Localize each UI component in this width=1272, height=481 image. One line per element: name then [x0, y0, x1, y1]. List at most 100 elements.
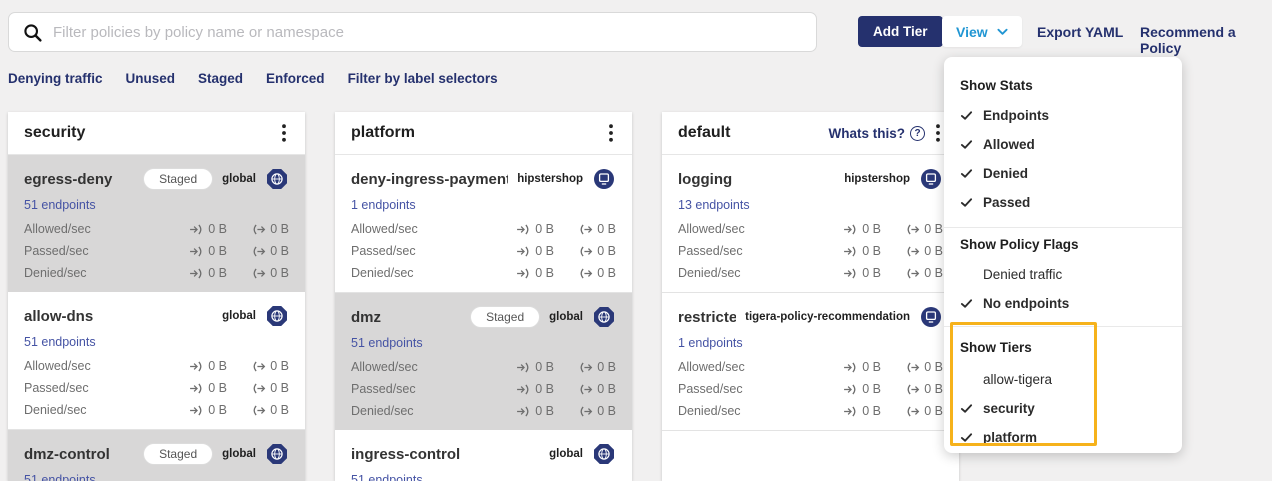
stat-label: Passed/sec [24, 244, 89, 258]
policy-search-bar [8, 12, 817, 52]
tier-title: default [678, 124, 731, 141]
egress-stat-value: 0 B [924, 266, 943, 280]
endpoints-link[interactable]: 51 endpoints [24, 335, 96, 349]
stat-row: Passed/sec 0 B 0 B [351, 382, 616, 396]
policy-card[interactable]: restricted tigera-policy-recommendation [662, 293, 959, 431]
view-menu-item[interactable]: Denied traffic [960, 260, 1166, 289]
view-button[interactable]: View [942, 16, 1022, 47]
view-menu-item[interactable]: platform [960, 423, 1166, 452]
view-menu-item-label: platform [983, 430, 1037, 445]
tier-header: security ? [8, 112, 305, 155]
view-menu-item[interactable]: Allowed [960, 130, 1166, 159]
endpoints-link[interactable]: 1 endpoints [678, 336, 743, 350]
view-menu-item[interactable]: No endpoints [960, 289, 1166, 318]
view-menu-item[interactable]: Passed [960, 188, 1166, 217]
stat-label: Allowed/sec [351, 360, 418, 374]
policy-card[interactable]: logging hipstershop 13 endpoints [662, 155, 959, 293]
endpoints-link[interactable]: 51 endpoints [351, 336, 423, 350]
ingress-arrow-icon [516, 384, 531, 395]
egress-arrow-icon [251, 383, 266, 394]
policy-card[interactable]: dmz Staged global 51 endpoints [335, 293, 632, 430]
tier-column-security: security ? egress-deny Staged global [8, 112, 305, 481]
quick-filter-link[interactable]: Enforced [266, 71, 325, 86]
egress-arrow-icon [905, 362, 920, 373]
egress-arrow-icon [578, 384, 593, 395]
policy-name: restricted [678, 308, 737, 326]
policy-card[interactable]: allow-dns global 51 endpoints [8, 292, 305, 430]
policy-card[interactable]: dmz-control Staged global 51 endpoints [8, 430, 305, 481]
ingress-stat-value: 0 B [208, 403, 227, 417]
egress-stat-value: 0 B [597, 266, 616, 280]
stat-row: Allowed/sec 0 B 0 B [24, 222, 289, 236]
policy-name: dmz [351, 308, 381, 326]
policy-scope-label: hipstershop [844, 173, 910, 185]
view-dropdown-menu: Show Stats Endpoints Allowed Denied Pass… [944, 57, 1182, 453]
quick-filter-link[interactable]: Denying traffic [8, 71, 103, 86]
recommend-policy-link[interactable]: Recommend a Policy [1140, 24, 1236, 56]
kebab-menu-icon[interactable] [279, 122, 289, 144]
policy-name: dmz-control [24, 445, 110, 463]
view-menu-item[interactable]: allow-tigera [960, 365, 1166, 394]
view-menu-item[interactable]: Denied [960, 159, 1166, 188]
tier-header: default Whats this? ? [662, 112, 959, 155]
checkmark-icon [960, 402, 983, 415]
kebab-menu-icon[interactable] [933, 122, 943, 144]
policy-card[interactable]: ingress-control global 51 endpoints [335, 430, 632, 481]
ingress-arrow-icon [189, 224, 204, 235]
chevron-down-icon [997, 28, 1008, 36]
ingress-arrow-icon [189, 383, 204, 394]
policy-scope-label: global [549, 311, 583, 323]
stat-label: Allowed/sec [24, 359, 91, 373]
policy-card[interactable]: deny-ingress-paymentservi… hipstershop [335, 155, 632, 293]
view-menu-sections: Show Stats Endpoints Allowed Denied Pass… [944, 75, 1182, 452]
policy-name: egress-deny [24, 170, 113, 188]
egress-arrow-icon [905, 224, 920, 235]
stat-row: Allowed/sec 0 B 0 B [678, 222, 943, 236]
checkmark-icon [960, 167, 983, 180]
kebab-menu-icon[interactable] [606, 122, 616, 144]
egress-stat-value: 0 B [270, 266, 289, 280]
endpoints-link[interactable]: 13 endpoints [678, 198, 750, 212]
export-yaml-link[interactable]: Export YAML [1037, 24, 1124, 40]
tier-help-link[interactable]: Whats this? ? [829, 125, 925, 141]
search-icon [22, 22, 43, 43]
checkmark-icon [960, 373, 983, 386]
tier-title: platform [351, 124, 415, 141]
stat-row: Passed/sec 0 B 0 B [678, 382, 943, 396]
namespace-policy-icon [592, 167, 616, 191]
checkmark-icon [960, 297, 983, 310]
menu-divider [944, 227, 1182, 228]
egress-arrow-icon [251, 361, 266, 372]
policy-scope-label: global [222, 173, 256, 185]
ingress-stat-value: 0 B [535, 404, 554, 418]
stat-row: Denied/sec 0 B 0 B [351, 404, 616, 418]
ingress-arrow-icon [516, 268, 531, 279]
checkmark-icon [960, 138, 983, 151]
endpoints-link[interactable]: 51 endpoints [24, 473, 96, 481]
egress-stat-value: 0 B [924, 360, 943, 374]
egress-arrow-icon [578, 224, 593, 235]
policy-card[interactable]: egress-deny Staged global 51 endpoints [8, 155, 305, 292]
endpoints-link[interactable]: 51 endpoints [351, 473, 423, 481]
ingress-stat-value: 0 B [535, 266, 554, 280]
view-menu-item[interactable]: Endpoints [960, 101, 1166, 130]
add-tier-button[interactable]: Add Tier [858, 16, 943, 47]
search-input[interactable] [53, 23, 803, 41]
ingress-arrow-icon [843, 384, 858, 395]
ingress-arrow-icon [843, 362, 858, 373]
view-menu-item-label: Endpoints [983, 108, 1049, 123]
view-menu-section-title: Show Stats [960, 78, 1033, 93]
view-menu-item[interactable]: security [960, 394, 1166, 423]
endpoints-link[interactable]: 1 endpoints [351, 198, 416, 212]
ingress-stat-value: 0 B [208, 266, 227, 280]
stat-row: Passed/sec 0 B 0 B [24, 244, 289, 258]
egress-stat-value: 0 B [924, 222, 943, 236]
ingress-stat-value: 0 B [535, 360, 554, 374]
egress-arrow-icon [251, 224, 266, 235]
egress-stat-value: 0 B [270, 403, 289, 417]
quick-filter-link[interactable]: Filter by label selectors [347, 71, 498, 86]
quick-filter-link[interactable]: Staged [198, 71, 244, 86]
quick-filter-link[interactable]: Unused [125, 71, 176, 86]
endpoints-link[interactable]: 51 endpoints [24, 198, 96, 212]
ingress-arrow-icon [843, 268, 858, 279]
